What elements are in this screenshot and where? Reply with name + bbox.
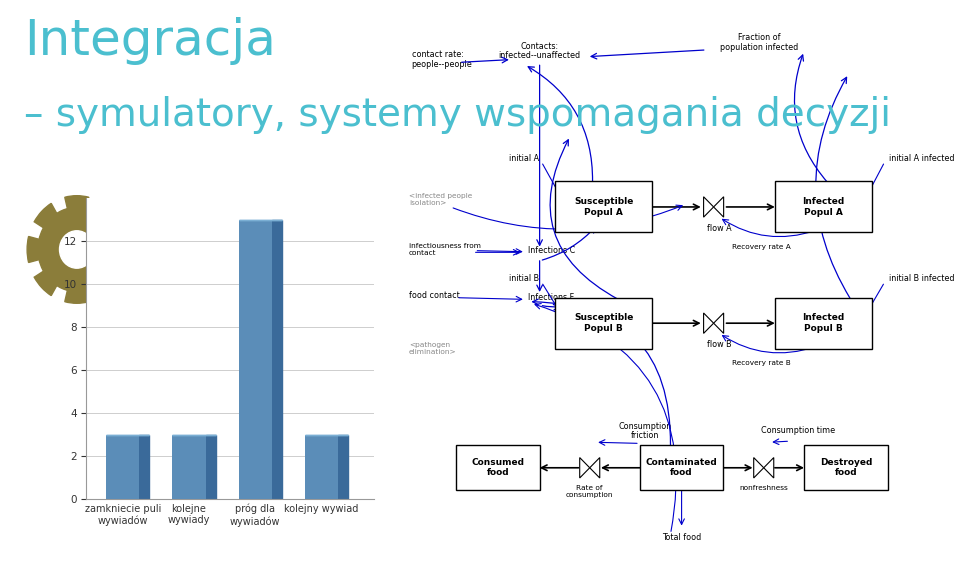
Polygon shape bbox=[589, 458, 600, 478]
Text: nonfreshness: nonfreshness bbox=[739, 485, 788, 491]
Text: Contacts:
infected--unaffected: Contacts: infected--unaffected bbox=[498, 42, 581, 60]
Text: Recovery rate A: Recovery rate A bbox=[732, 244, 790, 250]
Text: <pathogen
elimination>: <pathogen elimination> bbox=[409, 342, 456, 355]
Text: Recovery rate B: Recovery rate B bbox=[732, 360, 790, 366]
Text: Infected
Popul A: Infected Popul A bbox=[803, 197, 845, 217]
Text: Susceptible
Popul B: Susceptible Popul B bbox=[574, 314, 634, 333]
Text: Total food: Total food bbox=[662, 533, 701, 542]
Text: flow B: flow B bbox=[707, 340, 732, 349]
Text: Consumption time: Consumption time bbox=[761, 426, 835, 435]
Circle shape bbox=[37, 208, 115, 291]
Bar bbox=[107, 434, 139, 499]
Wedge shape bbox=[95, 204, 119, 230]
Wedge shape bbox=[35, 269, 59, 295]
Text: Destroyed
food: Destroyed food bbox=[820, 458, 872, 477]
Text: <infected people
isolation>: <infected people isolation> bbox=[409, 193, 472, 206]
Text: Infections C: Infections C bbox=[528, 246, 576, 255]
Polygon shape bbox=[713, 197, 724, 217]
Polygon shape bbox=[754, 458, 764, 478]
Text: initial A: initial A bbox=[510, 154, 540, 163]
Text: Integracja: Integracja bbox=[24, 17, 276, 65]
Text: initial A infected: initial A infected bbox=[889, 154, 954, 163]
FancyBboxPatch shape bbox=[775, 298, 873, 349]
Wedge shape bbox=[64, 196, 89, 211]
Text: Infected
Popul B: Infected Popul B bbox=[803, 314, 845, 333]
Wedge shape bbox=[27, 236, 42, 263]
Polygon shape bbox=[580, 458, 589, 478]
FancyBboxPatch shape bbox=[639, 445, 723, 490]
Polygon shape bbox=[704, 197, 713, 217]
Wedge shape bbox=[64, 287, 89, 303]
Wedge shape bbox=[95, 269, 119, 295]
Wedge shape bbox=[111, 236, 127, 263]
FancyBboxPatch shape bbox=[775, 181, 873, 232]
Polygon shape bbox=[338, 434, 348, 499]
Text: infectiousness from
contact: infectiousness from contact bbox=[409, 243, 481, 256]
Bar bbox=[173, 434, 205, 499]
Polygon shape bbox=[272, 220, 281, 499]
Polygon shape bbox=[205, 434, 215, 499]
FancyBboxPatch shape bbox=[555, 298, 653, 349]
Text: initial B infected: initial B infected bbox=[889, 274, 954, 284]
Polygon shape bbox=[704, 313, 713, 333]
Polygon shape bbox=[764, 458, 774, 478]
Text: Susceptible
Popul A: Susceptible Popul A bbox=[574, 197, 634, 217]
Text: food contact: food contact bbox=[409, 291, 460, 301]
FancyBboxPatch shape bbox=[804, 445, 888, 490]
Text: Fraction of
population infected: Fraction of population infected bbox=[720, 33, 799, 52]
FancyBboxPatch shape bbox=[456, 445, 540, 490]
Text: – symulatory, systemy wspomagania decyzji: – symulatory, systemy wspomagania decyzj… bbox=[24, 96, 891, 134]
Circle shape bbox=[60, 231, 94, 268]
FancyBboxPatch shape bbox=[555, 181, 653, 232]
Polygon shape bbox=[139, 434, 150, 499]
Text: Consumption
friction: Consumption friction bbox=[619, 422, 672, 440]
Text: Contaminated
food: Contaminated food bbox=[646, 458, 717, 477]
Text: initial B: initial B bbox=[510, 274, 540, 284]
Text: contact rate:
people--people: contact rate: people--people bbox=[412, 50, 472, 69]
Text: Rate of
consumption: Rate of consumption bbox=[566, 485, 613, 498]
Text: Consumed
food: Consumed food bbox=[471, 458, 524, 477]
Polygon shape bbox=[713, 313, 724, 333]
Text: flow A: flow A bbox=[707, 224, 732, 233]
Bar bbox=[239, 220, 272, 499]
Wedge shape bbox=[35, 204, 59, 230]
Bar bbox=[305, 434, 338, 499]
Text: Infections F: Infections F bbox=[528, 293, 575, 302]
